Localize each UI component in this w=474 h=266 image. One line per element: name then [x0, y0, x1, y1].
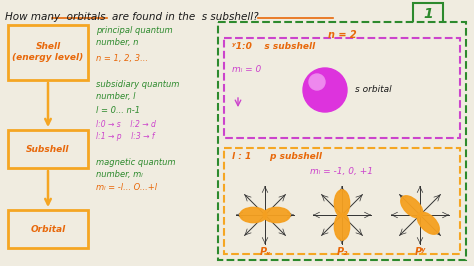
- Text: principal quantum
number, n: principal quantum number, n: [96, 26, 173, 47]
- FancyBboxPatch shape: [413, 3, 443, 25]
- FancyBboxPatch shape: [8, 210, 88, 248]
- Text: mₗ = 0: mₗ = 0: [232, 65, 261, 74]
- Text: magnetic quantum
number, mₗ: magnetic quantum number, mₗ: [96, 158, 175, 179]
- Text: 1: 1: [423, 7, 433, 21]
- Circle shape: [309, 74, 325, 90]
- Text: Orbital: Orbital: [30, 225, 65, 234]
- Text: mₗ = -1, 0, +1: mₗ = -1, 0, +1: [310, 167, 374, 176]
- Ellipse shape: [263, 207, 290, 223]
- Text: P₂: P₂: [337, 247, 348, 257]
- Text: Shell
(energy level): Shell (energy level): [12, 42, 83, 62]
- Ellipse shape: [417, 212, 439, 234]
- Ellipse shape: [334, 190, 350, 217]
- Text: l = 0... n-1: l = 0... n-1: [96, 106, 140, 115]
- Text: n = 1, 2, 3...: n = 1, 2, 3...: [96, 54, 148, 63]
- Ellipse shape: [334, 213, 350, 240]
- Text: s orbital: s orbital: [355, 85, 392, 94]
- FancyBboxPatch shape: [224, 148, 460, 254]
- Circle shape: [303, 68, 347, 112]
- Text: l:1 → p    l:3 → f: l:1 → p l:3 → f: [96, 132, 155, 141]
- Ellipse shape: [401, 196, 423, 218]
- Text: Pʸ: Pʸ: [414, 247, 426, 257]
- Text: Subshell: Subshell: [26, 144, 70, 153]
- Text: n = 2: n = 2: [328, 30, 356, 40]
- Text: ʸ1:0    s subshell: ʸ1:0 s subshell: [232, 42, 315, 51]
- Ellipse shape: [240, 207, 267, 223]
- Text: How many  orbitals  are found in the  s subshell?: How many orbitals are found in the s sub…: [5, 12, 259, 22]
- Text: l:0 → s    l:2 → d: l:0 → s l:2 → d: [96, 120, 156, 129]
- FancyBboxPatch shape: [8, 25, 88, 80]
- Text: Pₓ: Pₓ: [259, 247, 271, 257]
- Text: l : 1      p subshell: l : 1 p subshell: [232, 152, 322, 161]
- Text: subsidiary quantum
number, l: subsidiary quantum number, l: [96, 80, 179, 101]
- FancyBboxPatch shape: [218, 22, 466, 260]
- FancyBboxPatch shape: [8, 130, 88, 168]
- Text: mₗ = -l... O...+l: mₗ = -l... O...+l: [96, 183, 157, 192]
- FancyBboxPatch shape: [224, 38, 460, 138]
